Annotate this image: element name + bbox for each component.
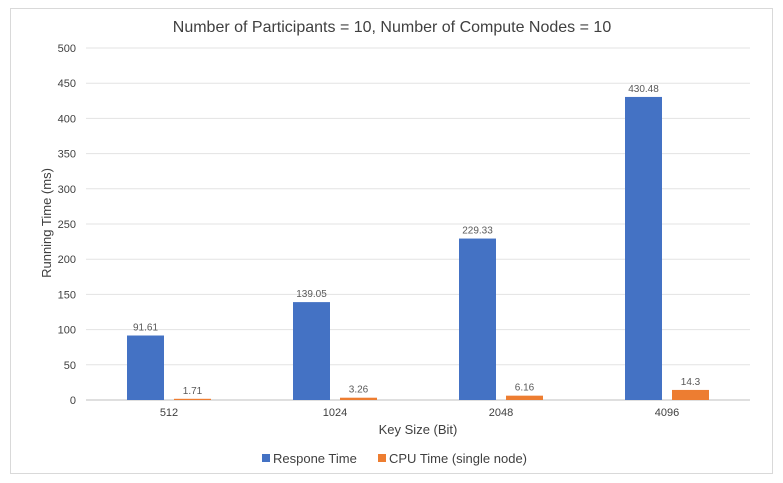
bar: [293, 302, 330, 400]
y-axis-label: Running Time (ms): [39, 168, 54, 278]
bar: [672, 389, 709, 400]
legend-item: CPU Time (single node): [378, 451, 527, 466]
y-tick-label: 250: [58, 219, 76, 231]
y-tick-label: 400: [58, 113, 76, 125]
y-tick-label: 300: [58, 184, 76, 196]
y-axis-ticks: 0 50 100 150 200 250 300 350 400 450 500: [58, 43, 76, 407]
chart-frame: [10, 8, 773, 474]
x-tick-label: 512: [160, 407, 178, 419]
bar: [340, 397, 377, 400]
x-axis-label: Key Size (Bit): [379, 422, 458, 437]
y-tick-label: 200: [58, 254, 76, 266]
y-tick-label: 100: [58, 325, 76, 337]
data-label: 14.3: [681, 377, 701, 388]
y-tick-label: 150: [58, 289, 76, 301]
data-label: 229.33: [462, 226, 493, 237]
y-tick-label: 50: [64, 360, 76, 372]
data-label: 3.26: [349, 385, 369, 396]
legend-swatch: [262, 454, 270, 462]
x-tick-label: 4096: [655, 407, 679, 419]
legend-label: Respone Time: [273, 451, 357, 466]
bar: [127, 335, 164, 400]
y-tick-label: 450: [58, 78, 76, 90]
bars: 91.61 1.71 139.05 3.26 229.33 6.16 430.48 14.3: [127, 84, 709, 400]
x-tick-label: 1024: [323, 407, 347, 419]
x-tick-label: 2048: [489, 407, 513, 419]
legend-item: Respone Time: [262, 451, 357, 466]
y-tick-label: 350: [58, 149, 76, 161]
bar: [625, 96, 662, 400]
bar: [506, 395, 543, 400]
bar: [459, 238, 496, 400]
data-label: 1.71: [183, 386, 203, 397]
data-label: 91.61: [133, 323, 158, 334]
y-tick-label: 0: [70, 395, 76, 407]
data-label: 6.16: [515, 383, 535, 394]
data-label: 139.05: [296, 289, 327, 300]
bar: [174, 398, 211, 400]
data-label: 430.48: [628, 84, 659, 95]
y-tick-label: 500: [58, 43, 76, 55]
legend: Respone Time CPU Time (single node): [262, 451, 527, 466]
legend-swatch: [378, 454, 386, 462]
legend-label: CPU Time (single node): [389, 451, 527, 466]
x-axis-ticks: 512 1024 2048 4096: [160, 407, 679, 419]
chart-title: Number of Participants = 10, Number of C…: [173, 19, 612, 36]
